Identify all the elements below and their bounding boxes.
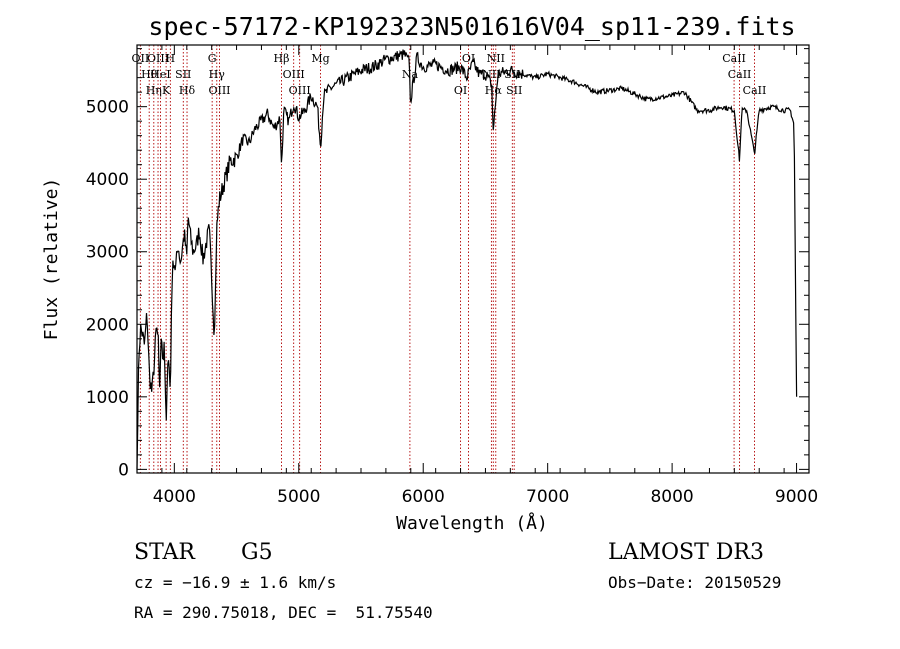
x-tick-label: 6000 [402, 487, 445, 507]
x-tick-label: 5000 [277, 487, 320, 507]
line-label: K [162, 84, 171, 97]
x-tick-label: 9000 [775, 487, 818, 507]
x-tick-label: 4000 [153, 487, 196, 507]
x-axis-ticks: 4000 5000 6000 7000 8000 9000 [136, 45, 818, 507]
line-label: OIII [147, 52, 169, 65]
spectrum-line [136, 49, 798, 470]
y-tick-label: 3000 [86, 243, 129, 263]
object-subclass: G5 [241, 540, 273, 565]
survey-name: LAMOST DR3 [608, 540, 764, 565]
line-label: Hθ [141, 68, 158, 81]
line-label: OIII [289, 84, 311, 97]
y-axis-label: Flux (relative) [41, 178, 62, 341]
x-axis-label: Wavelength (Å) [396, 512, 548, 534]
line-label: G [208, 52, 217, 65]
redshift-velocity: cz = −16.9 ± 1.6 km/s [134, 573, 337, 592]
line-label: OI [462, 52, 475, 65]
line-label: OIII [283, 68, 305, 81]
line-label: NII [487, 52, 505, 65]
line-label: SII [175, 68, 191, 81]
y-tick-label: 1000 [86, 388, 129, 408]
line-label: SII [506, 84, 522, 97]
emission-line-markers [139, 45, 755, 473]
line-label: Mg [311, 52, 329, 65]
plot-frame [136, 44, 810, 474]
y-tick-label: 5000 [86, 98, 129, 118]
line-label: Hη [146, 84, 162, 97]
line-label: H [166, 52, 176, 65]
emission-line-labels: OII Hθ Hη OIII HeI K H SII Hδ G Hγ OIII Hβ OIII OIII Mg… [132, 52, 767, 97]
line-label: Hβ [274, 52, 290, 65]
line-label: Hα [485, 84, 503, 97]
line-label: OIII [208, 84, 230, 97]
line-label: NII [482, 68, 500, 81]
observation-date: Obs−Date: 20150529 [608, 573, 782, 592]
line-label: HeI [150, 68, 170, 81]
line-label: CaII [728, 68, 752, 81]
line-label: Hγ [209, 68, 226, 81]
chart-title: spec-57172-KP192323N501616V04_sp11-239.f… [148, 12, 795, 41]
y-tick-label: 2000 [86, 315, 129, 335]
line-label: CaII [722, 52, 746, 65]
line-label: OII [132, 52, 150, 65]
y-tick-label: 0 [118, 460, 129, 480]
line-label: OI [454, 84, 467, 97]
object-class: STAR [134, 540, 195, 565]
y-tick-label: 4000 [86, 170, 129, 190]
line-label: Hδ [179, 84, 196, 97]
y-axis-ticks: 0 1000 2000 3000 4000 5000 [86, 48, 809, 480]
x-tick-label: 7000 [526, 487, 569, 507]
x-tick-label: 8000 [650, 487, 693, 507]
sky-coordinates: RA = 290.75018, DEC = 51.75540 [134, 603, 433, 622]
line-label: CaII [743, 84, 767, 97]
